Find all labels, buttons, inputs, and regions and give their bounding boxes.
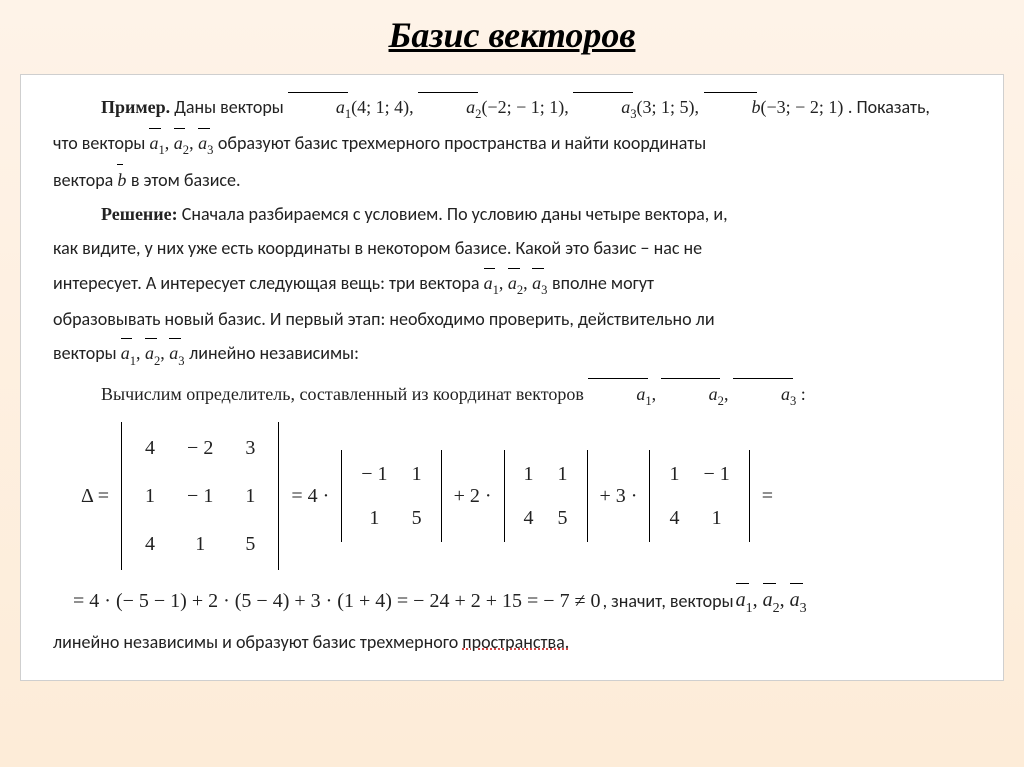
content-card: Пример. Даны векторы a1(4; 1; 4), a2(−2;… [20,74,1004,681]
vectors-a123-c: a1, a2, a3 [121,343,189,363]
text: : [801,384,806,404]
text: = 4 · [291,478,329,514]
vec-b-inline: b [117,170,131,190]
solution-line-1: Решение: Сначала разбираемся с условием.… [53,198,971,230]
example-line-3: вектора b в этом базисе. [53,164,971,196]
vectors-a123-e: a1, a2, a3 [736,582,807,620]
solution-line-5: векторы a1, a2, a3 линейно независимы: [53,337,971,371]
text: образуют базис трехмерного пространства … [218,132,706,154]
text: = [762,478,773,514]
text: вполне могут [552,272,654,294]
text: в этом базисе. [131,169,241,191]
vec-a3: a3 [573,91,636,125]
slide-title: Базис векторов [20,14,1004,56]
example-line-2: что векторы a1, a2, a3 образуют базис тр… [53,127,971,161]
text: интересует. А интересует следующая вещь:… [53,272,484,294]
text: что векторы [53,132,149,154]
minor-2: 11 45 [502,448,590,544]
text: векторы [53,342,121,364]
minor-3: 1− 1 41 [647,448,751,544]
example-line-1: Пример. Даны векторы a1(4; 1; 4), a2(−2;… [53,91,971,125]
calc-line-1: Вычислим определитель, составленный из к… [53,378,971,412]
text: линейно независимы: [189,342,359,364]
vectors-definition: a1(4; 1; 4), a2(−2; − 1; 1), a3(3; 1; 5)… [288,97,848,117]
vectors-a123-b: a1, a2, a3 [484,273,552,293]
underlined-word: пространства. [462,631,569,653]
solution-line-4: образовывать новый базис. И первый этап:… [53,303,971,335]
vectors-a123: a1, a2, a3 [149,133,217,153]
minor-1: − 11 15 [339,448,443,544]
vec-a1: a1 [288,91,351,125]
text: Вычислим определитель, составленный из к… [101,384,588,404]
slide: Базис векторов Пример. Даны векторы a1(4… [0,0,1024,767]
text: + 2 · [454,478,492,514]
determinant-expansion: Δ = 4− 23 1− 11 415 = 4 · − 11 15 + 2 · … [53,420,971,572]
delta-label: Δ = [81,478,109,514]
vec-b: b [704,91,761,123]
final-expr: = 4 · (− 5 − 1) + 2 · (5 − 4) + 3 · (1 +… [73,583,601,619]
text: . Показать, [848,96,930,118]
text: Сначала разбираемся с условием. По услов… [182,203,728,225]
text: , значит, векторы [603,585,734,617]
text: линейно независимы и образуют базис трех… [53,631,462,653]
vectors-a123-d: a1, a2, a3 [588,384,800,404]
example-label: Пример. [101,97,170,117]
solution-line-2: как видите, у них уже есть координаты в … [53,232,971,264]
solution-label: Решение: [101,204,178,224]
matrix-3x3: 4− 23 1− 11 415 [119,420,281,572]
text: + 3 · [600,478,638,514]
final-computation: = 4 · (− 5 − 1) + 2 · (5 − 4) + 3 · (1 +… [53,582,971,620]
vec-a2: a2 [418,91,481,125]
text: Даны векторы [174,96,288,118]
conclusion: линейно независимы и образуют базис трех… [53,626,971,658]
text: вектора [53,169,117,191]
solution-line-3: интересует. А интересует следующая вещь:… [53,267,971,301]
